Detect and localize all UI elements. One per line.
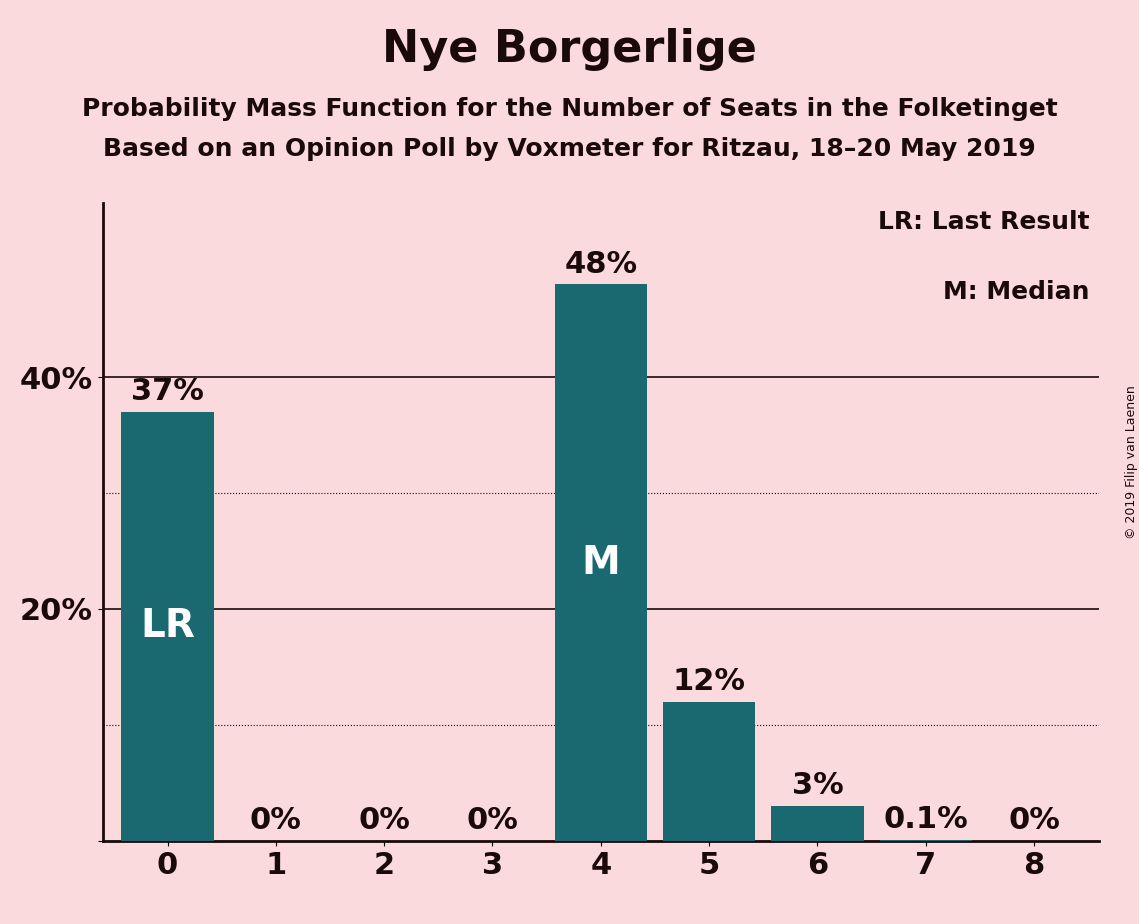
Text: LR: LR [140,607,195,645]
Text: Probability Mass Function for the Number of Seats in the Folketinget: Probability Mass Function for the Number… [82,97,1057,121]
Text: 0%: 0% [467,806,518,835]
Text: 0%: 0% [249,806,302,835]
Text: 0.1%: 0.1% [884,805,968,833]
Bar [771,806,863,841]
Text: 12%: 12% [673,667,746,696]
Text: 0%: 0% [359,806,410,835]
Text: M: M [581,543,621,581]
Bar [555,285,647,841]
Text: LR: Last Result: LR: Last Result [877,210,1089,234]
Bar [879,840,972,841]
Bar [663,701,755,841]
Text: 3%: 3% [792,772,843,800]
Text: Nye Borgerlige: Nye Borgerlige [382,28,757,71]
Text: 48%: 48% [564,249,638,279]
Text: 37%: 37% [131,377,204,407]
Text: M: Median: M: Median [943,280,1089,304]
Bar [122,412,213,841]
Text: Based on an Opinion Poll by Voxmeter for Ritzau, 18–20 May 2019: Based on an Opinion Poll by Voxmeter for… [104,137,1035,161]
Text: © 2019 Filip van Laenen: © 2019 Filip van Laenen [1125,385,1138,539]
Text: 0%: 0% [1008,806,1060,835]
